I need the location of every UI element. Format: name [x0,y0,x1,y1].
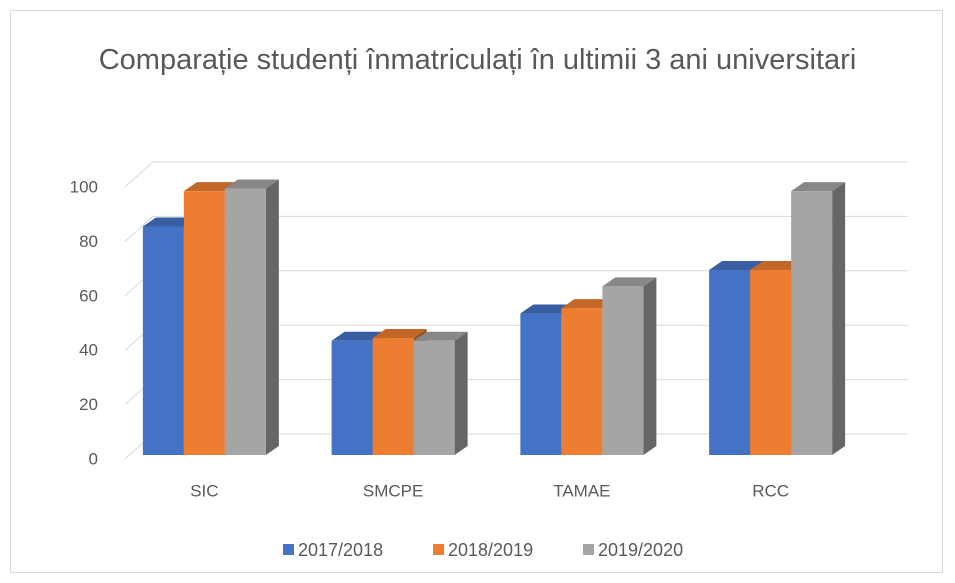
bar-side [643,277,657,455]
wall-line [124,216,154,242]
bar [561,308,603,455]
bar-top [142,217,197,227]
bar-top [413,331,468,341]
y-tick-label: 100 [70,177,98,196]
legend-label: 2019/2020 [598,540,683,560]
bar-side [265,179,279,455]
x-tick-label: SMCPE [363,481,423,500]
legend-swatch [583,544,594,555]
bar-top [331,331,386,341]
bar-top [791,182,846,192]
bar [791,191,833,455]
bar [142,226,184,455]
x-tick-label: TAMAE [553,481,610,500]
bar-top [709,261,764,271]
bar [183,191,225,455]
bar-side [454,331,468,455]
bar [750,270,792,455]
bar [709,270,751,455]
bar [372,338,414,455]
x-tick-label: SIC [190,481,218,500]
legend-swatch [433,544,444,555]
bar [331,340,373,455]
chart-frame [10,10,943,573]
bar-top [561,299,616,309]
bar [520,313,562,455]
y-tick-label: 0 [89,449,98,468]
bar [413,340,455,455]
bar-top [602,277,657,287]
bar-top [520,304,575,314]
bar-top [750,261,805,271]
legend-label: 2018/2019 [448,540,533,560]
legend-label: 2017/2018 [298,540,383,560]
chart-title: Comparație studenți înmatriculați în ult… [98,44,857,76]
y-tick-label: 20 [79,395,98,414]
bar-top [372,329,427,339]
y-tick-label: 80 [79,232,98,251]
x-tick-label: RCC [752,481,789,500]
bar-side [832,182,846,455]
bar [224,188,266,455]
bar-top [224,179,279,189]
legend-swatch [283,544,294,555]
bar [602,286,644,455]
bar-top [183,182,238,192]
y-tick-label: 60 [79,286,98,305]
wall-line [124,161,154,188]
y-tick-label: 40 [79,341,98,360]
